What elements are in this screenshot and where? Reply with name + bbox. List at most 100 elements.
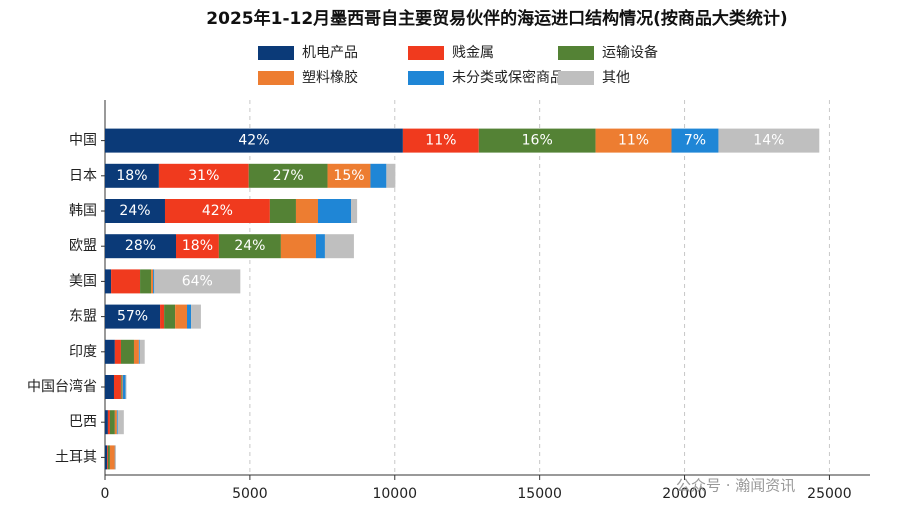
bar-segment	[175, 234, 219, 259]
bar-segment	[218, 234, 281, 259]
bar-segment	[478, 128, 596, 153]
bar-segment	[105, 375, 114, 399]
bar-segment	[109, 410, 115, 435]
x-tick-label: 15000	[517, 486, 562, 502]
share-label: 11%	[618, 133, 649, 149]
bar-segment	[114, 339, 121, 364]
bar-segment	[121, 375, 123, 399]
x-tick-label: 20000	[662, 486, 707, 502]
share-label: 42%	[238, 133, 269, 149]
legend-label: 其他	[602, 70, 630, 86]
bar-segment	[105, 199, 165, 223]
bar-segment	[115, 445, 117, 470]
legend-swatch	[558, 46, 594, 60]
bar-segment	[154, 269, 241, 294]
bar-segment	[595, 128, 672, 153]
legend-label: 运输设备	[602, 44, 658, 61]
bar-segment	[351, 199, 358, 223]
bar-segment	[107, 445, 110, 470]
x-tick-label: 10000	[372, 486, 417, 502]
bar-segment	[138, 339, 140, 364]
bar-segment	[105, 163, 159, 188]
x-tick-label: 25000	[807, 486, 852, 502]
bar-segment	[164, 304, 176, 329]
y-tick-label: 印度	[69, 344, 97, 360]
share-label: 64%	[182, 273, 213, 289]
bar-segment	[295, 199, 318, 223]
bar-segment	[105, 128, 403, 153]
bar-segment	[139, 339, 145, 364]
legend-swatch	[408, 71, 444, 85]
share-label: 24%	[119, 203, 150, 219]
legend-swatch	[558, 71, 594, 85]
share-label: 16%	[522, 133, 553, 149]
bar-segment	[324, 234, 354, 259]
bar-segment	[402, 128, 479, 153]
y-tick-label: 日本	[69, 168, 97, 184]
bar-segment	[125, 375, 127, 399]
bar-segment	[117, 410, 124, 435]
legend-label: 机电产品	[302, 45, 358, 61]
x-tick-label: 5000	[232, 486, 268, 502]
bar-segment	[105, 339, 115, 364]
share-label: 18%	[116, 168, 147, 184]
bar-segment	[370, 163, 387, 188]
bar-segment	[187, 304, 192, 329]
chart-title: 2025年1-12月墨西哥自主要贸易伙伴的海运进口结构情况(按商品大类统计)	[206, 8, 787, 29]
y-tick-label: 土耳其	[55, 449, 97, 465]
y-tick-label: 欧盟	[69, 238, 97, 254]
share-label: 27%	[273, 168, 304, 184]
legend-label: 贱金属	[452, 45, 494, 61]
bar-segment	[120, 375, 122, 399]
share-label: 14%	[753, 133, 784, 149]
bar-segment	[120, 339, 134, 364]
bar-segment	[107, 410, 110, 435]
bar-segment	[317, 199, 352, 223]
bar-segment	[111, 269, 141, 294]
share-label: 28%	[125, 238, 156, 254]
bar-segment	[175, 304, 188, 329]
bar-segment	[122, 375, 126, 399]
share-label: 18%	[182, 238, 213, 254]
bar-segment	[158, 163, 249, 188]
bar-segment	[105, 445, 108, 470]
share-label: 57%	[117, 309, 148, 325]
legend-label: 未分类或保密商品	[452, 69, 564, 86]
bar-segment	[718, 128, 820, 153]
legend-swatch	[408, 46, 444, 60]
y-tick-label: 韩国	[69, 203, 97, 219]
y-tick-label: 美国	[69, 273, 97, 289]
bar-segment	[105, 304, 161, 329]
bar-segment	[671, 128, 719, 153]
bar-segment	[160, 304, 165, 329]
bar-segment	[164, 199, 270, 223]
bar-segment	[280, 234, 316, 259]
bar-segment	[105, 269, 112, 294]
legend-label: 塑料橡胶	[302, 69, 358, 86]
y-tick-label: 中国台湾省	[27, 378, 97, 395]
bar-segment	[109, 445, 115, 470]
bar-segment	[315, 234, 325, 259]
share-label: 11%	[425, 133, 456, 149]
bar-segment	[151, 269, 154, 294]
bar-segment	[113, 375, 121, 399]
y-tick-label: 中国	[69, 133, 97, 149]
bar-segment	[105, 234, 176, 259]
bar-segment	[107, 445, 108, 470]
share-label: 24%	[234, 238, 265, 254]
bar-segment	[153, 269, 155, 294]
watermark: 公众号 · 瀚闻资讯	[676, 477, 795, 495]
y-tick-label: 巴西	[69, 414, 97, 430]
bar-segment	[327, 163, 371, 188]
x-tick-label: 0	[101, 486, 110, 502]
bar-segment	[269, 199, 296, 223]
legend-swatch	[258, 46, 294, 60]
bar-segment	[191, 304, 201, 329]
bar-segment	[248, 163, 328, 188]
share-label: 15%	[333, 168, 364, 184]
share-label: 42%	[202, 203, 233, 219]
bar-segment	[386, 163, 396, 188]
share-label: 31%	[188, 168, 219, 184]
y-tick-label: 东盟	[69, 309, 97, 325]
